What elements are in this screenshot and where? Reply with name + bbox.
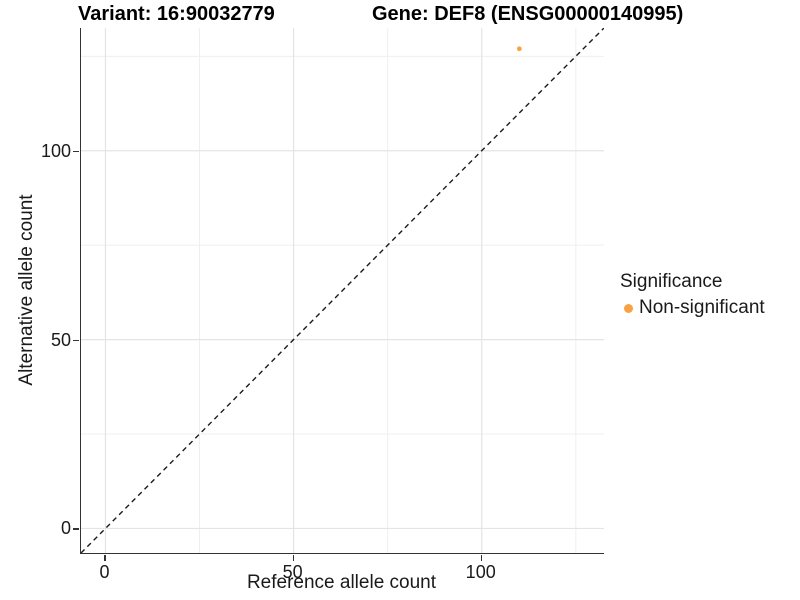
x-tick-label: 50 — [282, 562, 303, 582]
x-tick-mark — [104, 554, 106, 561]
x-tick-label: 0 — [99, 562, 110, 582]
y-axis-title: Alternative allele count — [16, 194, 37, 386]
legend-title: Significance — [620, 271, 723, 292]
legend: Significance Non-significant — [620, 271, 765, 319]
identity-line — [81, 28, 604, 553]
data-point — [516, 46, 522, 52]
x-axis-title: Reference allele count — [246, 572, 437, 593]
y-tick-label: 50 — [50, 329, 71, 350]
plot-svg — [81, 28, 604, 553]
plot-title-gene: Gene: DEF8 (ENSG00000140995) — [372, 3, 684, 25]
y-tick-label: 0 — [60, 518, 71, 539]
legend-items: Non-significant — [620, 297, 765, 319]
x-tick-mark — [480, 554, 483, 561]
plot-panel — [80, 28, 604, 554]
x-tick-mark — [292, 554, 295, 561]
y-tick-mark — [72, 339, 79, 342]
y-tick-mark — [72, 150, 79, 153]
legend-item-label: Non-significant — [639, 297, 765, 318]
y-tick-label: 100 — [40, 140, 71, 161]
legend-key-dot-icon — [624, 303, 633, 313]
x-tick-label: 100 — [465, 562, 496, 582]
plot-title-variant: Variant: 16:90032779 — [78, 3, 275, 25]
legend-item: Non-significant — [624, 297, 765, 319]
y-tick-mark — [72, 528, 79, 530]
